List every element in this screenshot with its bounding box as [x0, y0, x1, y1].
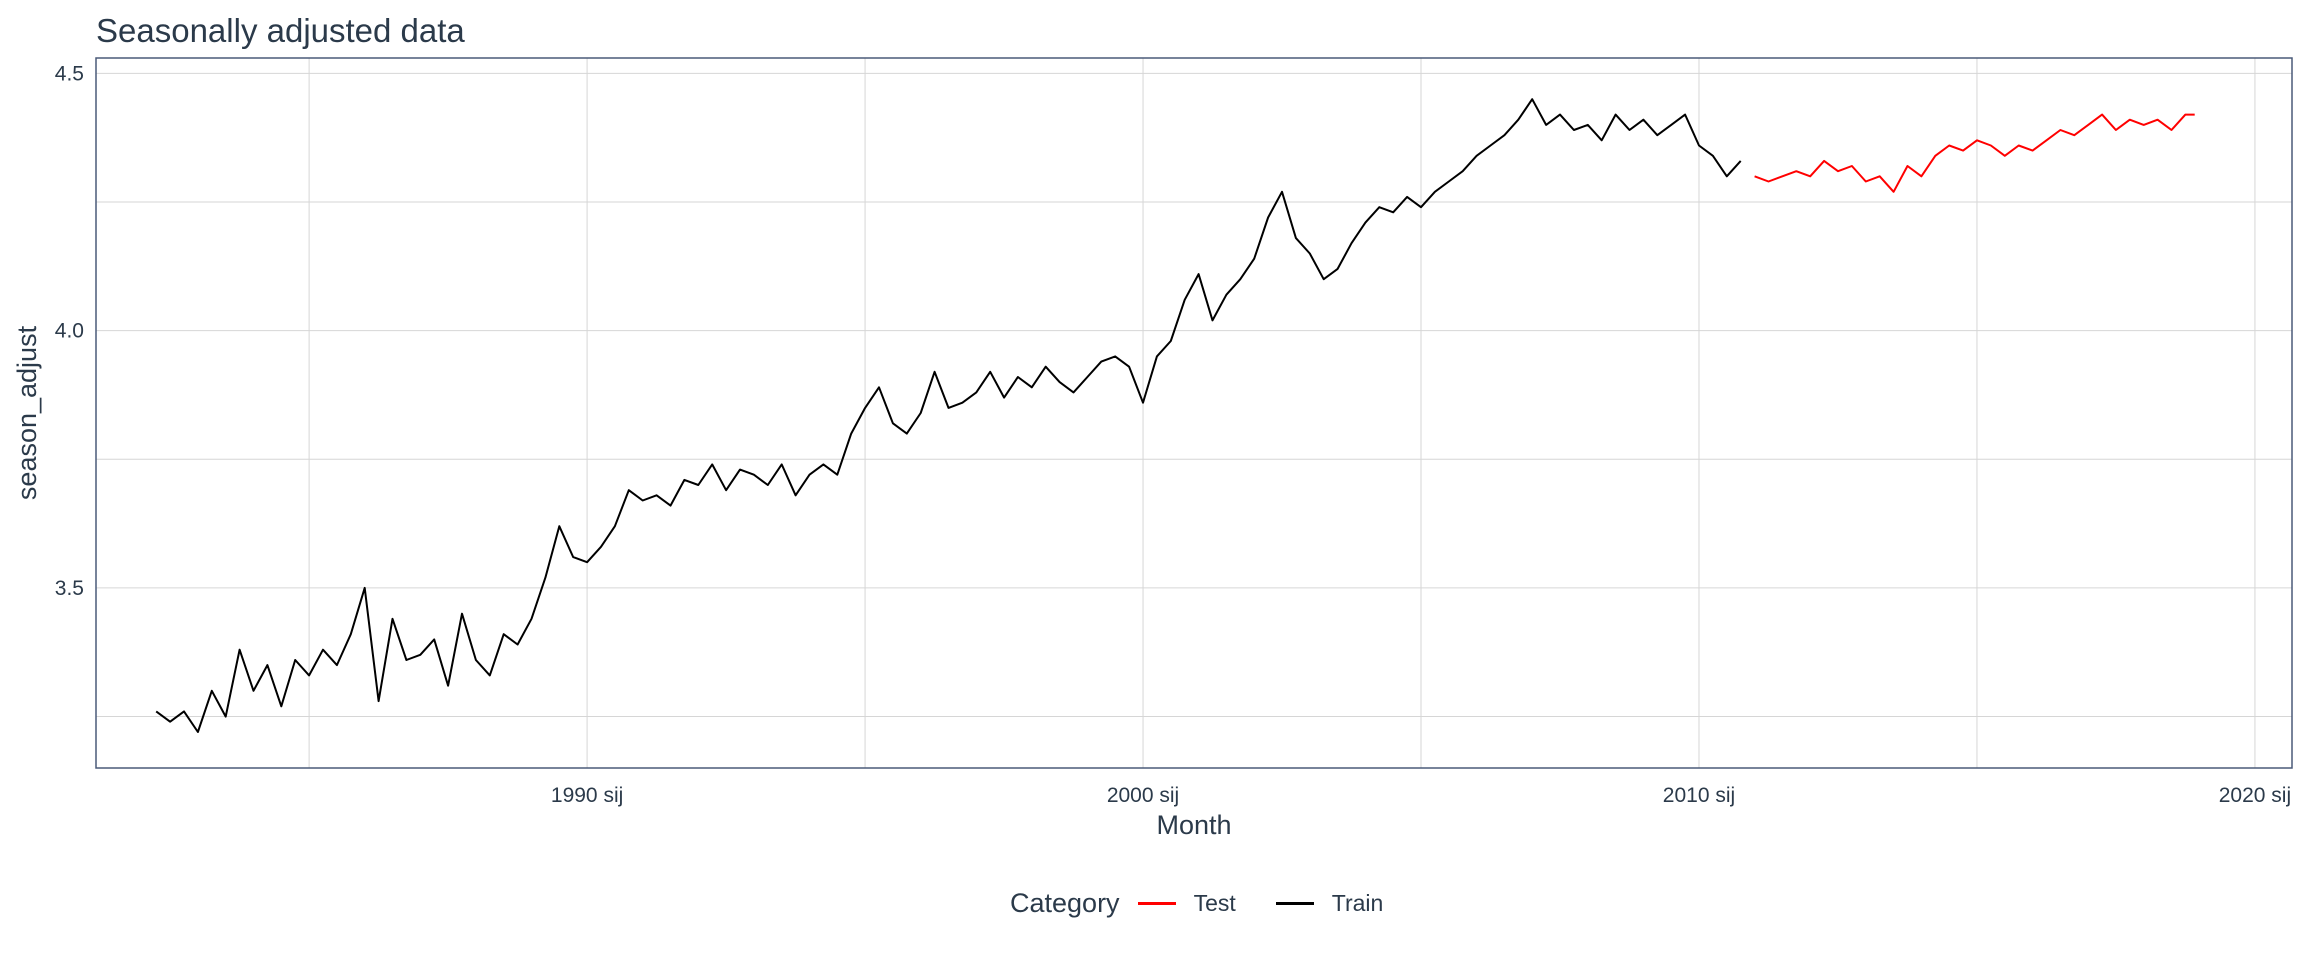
x-tick-label: 2000 sij	[1107, 784, 1179, 807]
y-tick-label: 4.5	[55, 62, 84, 85]
x-axis-title: Month	[1156, 810, 1231, 840]
x-tick-label: 2020 sij	[2219, 784, 2291, 807]
y-tick-label: 3.5	[55, 577, 84, 600]
plot-panel-border	[95, 57, 2293, 769]
legend-key-train	[1275, 902, 1314, 905]
y-tick-label: 4.0	[55, 320, 84, 343]
chart-title: Seasonally adjusted data	[96, 12, 465, 49]
series-line-train	[155, 98, 1742, 733]
y-axis-title: season_adjust	[12, 325, 42, 500]
legend-title: Category	[1010, 888, 1120, 918]
series-line-test	[1754, 113, 2195, 193]
legend-label-train: Train	[1331, 890, 1384, 916]
tick-labels: 1990 sij 2000 sij 2010 sij 2020 sij 3.5 4.0 4.…	[55, 62, 2291, 807]
x-tick-label: 1990 sij	[551, 784, 623, 807]
grid	[96, 58, 2292, 768]
series-layer	[155, 98, 2195, 733]
legend: Category Test Train	[1010, 888, 1423, 919]
x-tick-label: 2010 sij	[1663, 784, 1735, 807]
legend-label-test: Test	[1193, 890, 1236, 916]
legend-key-test	[1137, 902, 1176, 905]
